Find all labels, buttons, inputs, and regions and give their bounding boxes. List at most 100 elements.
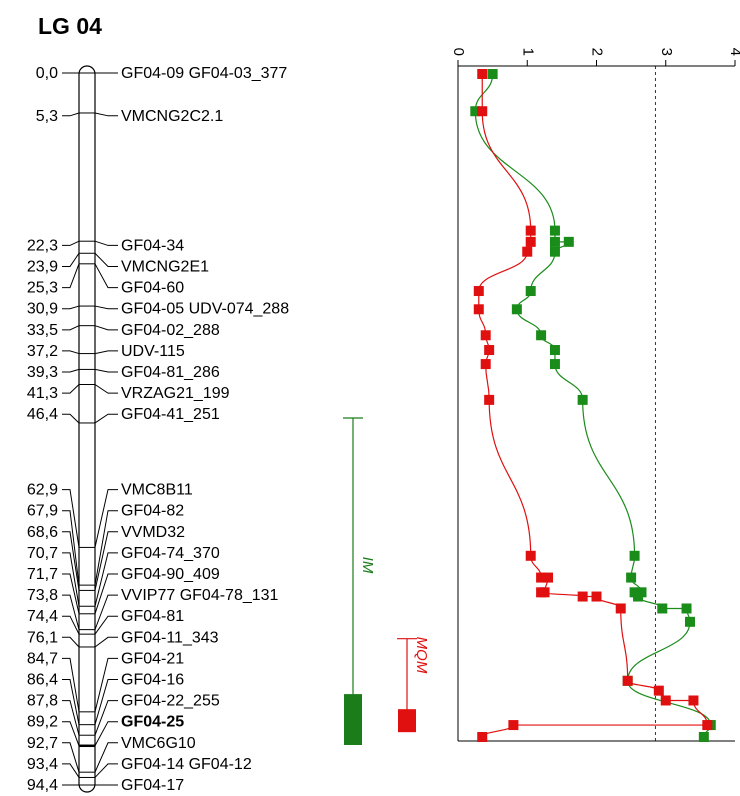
marker-label: GF04-25 bbox=[121, 714, 184, 731]
label-connector bbox=[94, 350, 118, 355]
position-connector bbox=[62, 368, 80, 373]
marker-label: GF04-17 bbox=[121, 777, 184, 794]
position-connector bbox=[62, 678, 80, 725]
position-connector bbox=[62, 552, 80, 607]
linkage-group-title: LG 04 bbox=[38, 13, 102, 39]
position-connector bbox=[62, 252, 80, 268]
marker-label: GF04-82 bbox=[121, 503, 184, 520]
marker-label: GF04-22_255 bbox=[121, 693, 220, 710]
lod-point-mqm bbox=[477, 106, 488, 117]
lod-point-im bbox=[549, 225, 560, 236]
label-connector bbox=[94, 112, 118, 117]
marker-position: 93,4 bbox=[27, 756, 58, 773]
lod-point-im bbox=[525, 286, 536, 297]
marker-label: VMCNG2E1 bbox=[121, 259, 209, 276]
lod-point-im bbox=[629, 550, 640, 561]
x-tick-label: 2 bbox=[589, 48, 606, 56]
position-connector bbox=[62, 384, 80, 394]
lod-point-mqm bbox=[577, 591, 588, 602]
label-connector bbox=[94, 742, 118, 773]
lod-profile-plot: 0 1 2 3 4 bbox=[450, 48, 740, 742]
position-connector bbox=[62, 510, 80, 586]
marker-position: 86,4 bbox=[27, 671, 58, 688]
marker-position: 23,9 bbox=[27, 259, 58, 276]
lod-point-mqm bbox=[702, 720, 713, 731]
label-connector bbox=[94, 368, 118, 373]
lod-point-im bbox=[511, 304, 522, 315]
position-connector bbox=[62, 350, 80, 355]
marker-position: 92,7 bbox=[27, 735, 58, 752]
lod-curve-im bbox=[474, 73, 712, 738]
label-connector bbox=[94, 573, 118, 614]
lod-point-im bbox=[577, 394, 588, 405]
lod-point-mqm bbox=[622, 675, 633, 686]
lod-point-mqm bbox=[484, 345, 495, 356]
x-tick-label: 3 bbox=[658, 48, 675, 56]
position-connector bbox=[62, 763, 80, 778]
marker-label: GF04-09 GF04-03_377 bbox=[121, 65, 287, 82]
position-connector bbox=[62, 636, 80, 648]
label-connector bbox=[94, 700, 118, 736]
lod-point-im bbox=[684, 616, 695, 627]
position-connector bbox=[62, 240, 80, 246]
marker-position: 22,3 bbox=[27, 237, 58, 254]
marker-position: 33,5 bbox=[27, 322, 58, 339]
marker-label: GF04-02_288 bbox=[121, 322, 220, 339]
label-connector bbox=[94, 657, 118, 712]
marker-label: GF04-74_370 bbox=[121, 545, 220, 562]
lod-point-mqm bbox=[477, 69, 488, 79]
lod-point-im bbox=[549, 236, 560, 247]
marker-label: GF04-14 GF04-12 bbox=[121, 756, 252, 773]
label-connector bbox=[94, 413, 118, 424]
label-connector bbox=[94, 552, 118, 607]
marker-position: 41,3 bbox=[27, 385, 58, 402]
lod-point-mqm bbox=[477, 732, 488, 742]
lod-point-im bbox=[549, 345, 560, 356]
marker-label: GF04-81 bbox=[121, 608, 184, 625]
lod-point-im bbox=[563, 236, 574, 247]
position-connector bbox=[62, 594, 80, 630]
label-connector bbox=[94, 510, 118, 586]
lod-point-im bbox=[536, 330, 547, 341]
marker-position: 74,4 bbox=[27, 608, 58, 625]
lod-point-mqm bbox=[615, 603, 626, 614]
qtl-box bbox=[344, 694, 362, 745]
label-connector bbox=[94, 531, 118, 591]
marker-position: 89,2 bbox=[27, 714, 58, 731]
lod-point-im bbox=[698, 732, 709, 742]
position-connector bbox=[62, 573, 80, 614]
marker-position: 84,7 bbox=[27, 650, 58, 667]
lod-point-mqm bbox=[591, 591, 602, 602]
label-connector bbox=[94, 594, 118, 630]
qtl-label: MQM bbox=[413, 637, 430, 674]
label-connector bbox=[94, 384, 118, 394]
marker-position: 68,6 bbox=[27, 524, 58, 541]
label-connector bbox=[94, 678, 118, 725]
marker-label: GF04-21 bbox=[121, 650, 184, 667]
lod-point-mqm bbox=[473, 304, 484, 315]
x-tick-label: 0 bbox=[450, 48, 467, 56]
marker-label: GF04-90_409 bbox=[121, 566, 220, 583]
lod-point-mqm bbox=[480, 330, 491, 341]
marker-position: 70,7 bbox=[27, 545, 58, 562]
marker-position: 76,1 bbox=[27, 629, 58, 646]
marker-position: 87,8 bbox=[27, 693, 58, 710]
lod-point-mqm bbox=[525, 550, 536, 561]
lod-point-mqm bbox=[536, 572, 547, 583]
position-connector bbox=[62, 263, 80, 289]
marker-label: VRZAG21_199 bbox=[121, 385, 230, 402]
marker-position: 71,7 bbox=[27, 566, 58, 583]
marker-position: 37,2 bbox=[27, 343, 58, 360]
lod-point-im bbox=[470, 106, 481, 117]
label-connector bbox=[94, 325, 118, 331]
label-connector bbox=[94, 615, 118, 635]
position-connector bbox=[62, 657, 80, 712]
position-connector bbox=[62, 531, 80, 591]
lod-point-mqm bbox=[543, 572, 554, 583]
marker-label: GF04-16 bbox=[121, 671, 184, 688]
marker-position: 62,9 bbox=[27, 482, 58, 499]
qtl-intervals: IM MQM bbox=[343, 417, 430, 745]
qtl-label: IM bbox=[359, 557, 376, 574]
position-connector bbox=[62, 742, 80, 773]
lod-point-im bbox=[657, 603, 668, 614]
